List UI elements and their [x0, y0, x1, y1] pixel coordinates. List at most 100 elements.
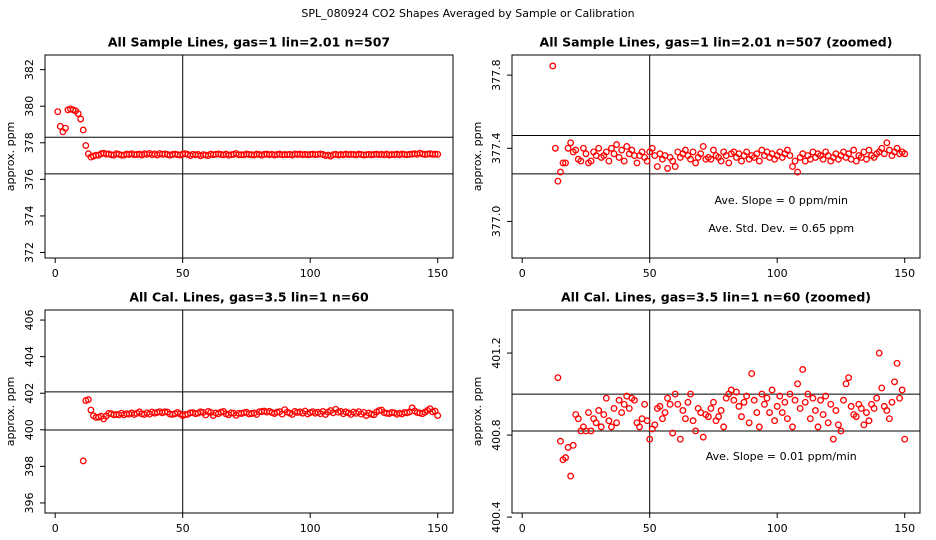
point	[574, 415, 582, 423]
point	[567, 472, 575, 480]
point	[559, 159, 567, 167]
point	[638, 148, 646, 156]
point	[776, 392, 784, 400]
point	[878, 144, 886, 152]
point	[852, 157, 860, 165]
x-tick-label: 0	[519, 267, 526, 280]
point	[595, 144, 603, 152]
point	[891, 378, 898, 386]
point	[789, 423, 796, 431]
point	[786, 152, 794, 160]
point	[648, 144, 656, 152]
point	[814, 423, 822, 431]
point	[602, 394, 610, 402]
y-tick-label: 382	[23, 59, 36, 80]
x-tick-label: 50	[176, 267, 190, 280]
point	[901, 150, 909, 158]
y-tick-label: 400	[23, 419, 36, 440]
point	[806, 415, 814, 423]
point	[579, 144, 587, 152]
point	[873, 394, 881, 402]
point	[564, 144, 572, 152]
point	[687, 390, 694, 398]
point	[676, 435, 684, 443]
point	[888, 398, 896, 406]
y-tick-label: 377.4	[490, 133, 503, 165]
y-tick-label: 402	[23, 383, 36, 404]
point	[692, 159, 700, 167]
point	[730, 396, 738, 404]
x-tick-label: 150	[427, 522, 448, 535]
point	[822, 392, 830, 400]
point	[753, 409, 761, 416]
point	[819, 155, 827, 163]
point	[834, 421, 842, 429]
point	[613, 141, 620, 149]
point	[840, 396, 847, 404]
point	[812, 407, 819, 414]
point	[600, 411, 608, 419]
point	[791, 157, 799, 165]
point	[82, 142, 90, 149]
y-axis-label: approx. ppm	[471, 377, 484, 447]
point	[829, 435, 837, 443]
point	[781, 398, 789, 406]
annotation: Ave. Slope = 0 ppm/min	[715, 194, 849, 207]
annotation: Ave. Slope = 0.01 ppm/min	[706, 450, 857, 463]
point	[79, 126, 87, 134]
point	[699, 142, 707, 150]
panel-title: All Cal. Lines, gas=3.5 lin=1 n=60 (zoom…	[561, 290, 871, 305]
point	[689, 417, 697, 425]
point	[771, 417, 779, 425]
point	[554, 374, 562, 382]
point	[692, 427, 700, 435]
point	[595, 407, 603, 414]
point	[717, 157, 725, 165]
point	[753, 150, 761, 158]
point	[852, 413, 860, 421]
point	[758, 390, 766, 398]
point	[878, 384, 886, 392]
point	[783, 146, 791, 154]
point	[745, 419, 753, 427]
point	[610, 404, 618, 412]
point	[783, 415, 791, 423]
point	[791, 396, 799, 404]
point	[623, 142, 631, 150]
x-tick-label: 150	[894, 522, 915, 535]
point	[562, 159, 569, 167]
point	[704, 413, 712, 421]
point	[61, 124, 69, 132]
point	[671, 390, 679, 398]
y-tick-label: 396	[23, 492, 36, 513]
point	[883, 139, 891, 147]
point	[684, 398, 692, 406]
point	[74, 110, 82, 117]
point	[618, 409, 626, 416]
point	[824, 419, 832, 427]
x-tick-label: 0	[519, 522, 526, 535]
point	[842, 380, 850, 388]
y-tick-label: 400.4	[490, 501, 503, 533]
point	[865, 146, 873, 154]
point	[557, 168, 564, 176]
point	[582, 150, 590, 158]
point	[687, 155, 694, 163]
point	[659, 415, 666, 423]
x-tick-label: 50	[643, 522, 657, 535]
point	[827, 400, 835, 408]
points	[554, 349, 909, 480]
x-tick-label: 100	[767, 267, 788, 280]
point	[434, 412, 442, 419]
x-tick-label: 50	[643, 267, 657, 280]
point	[549, 62, 557, 70]
point	[743, 392, 751, 400]
point	[717, 407, 725, 414]
point	[901, 435, 909, 443]
point	[610, 150, 618, 158]
point	[720, 423, 728, 431]
panel: All Sample Lines, gas=1 lin=2.01 n=507 ap…	[4, 35, 454, 280]
point	[605, 417, 613, 425]
point	[875, 349, 883, 357]
